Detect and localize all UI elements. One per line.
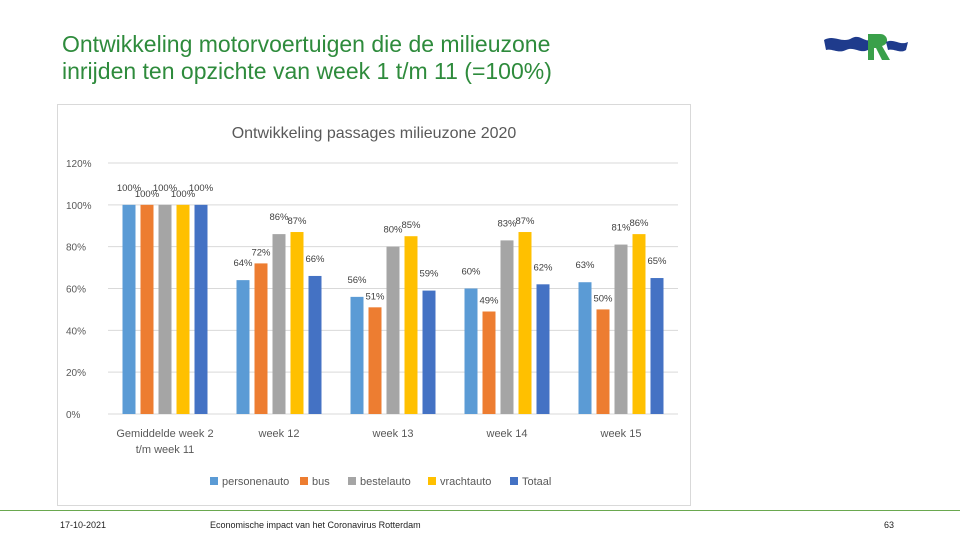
data-labels: 100%100%100%100%100%64%72%86%87%66%56%51…	[117, 183, 667, 307]
data-label: 87%	[515, 216, 535, 227]
bar-bestelauto	[158, 204, 172, 414]
data-label: 100%	[189, 183, 214, 194]
bar-personenauto	[122, 204, 136, 414]
data-label: 86%	[269, 212, 289, 223]
data-label: 72%	[251, 247, 271, 258]
data-label: 87%	[287, 216, 307, 227]
slide-title-line-1: Ontwikkeling motorvoertuigen die de mili…	[62, 31, 551, 57]
data-label: 81%	[611, 223, 631, 234]
legend-swatch	[428, 477, 436, 485]
y-tick-label: 20%	[66, 368, 86, 379]
bar-personenauto	[578, 282, 592, 414]
page-number: 63	[884, 520, 895, 530]
bar-bus	[596, 309, 610, 414]
x-tick-label: t/m week 11	[136, 444, 195, 456]
x-axis-ticks: Gemiddelde week 2 t/m week 11 week 12 week …	[116, 428, 641, 456]
bar-bus	[482, 311, 496, 414]
legend-label: Totaal	[522, 476, 551, 488]
bar-vrachtauto	[518, 232, 532, 414]
bar-totaal	[650, 278, 664, 414]
bar-vrachtauto	[290, 232, 304, 414]
data-label: 62%	[533, 262, 553, 273]
footer-date: 17-10-2021	[60, 520, 107, 530]
data-label: 65%	[647, 256, 667, 267]
logo-flag-wave	[824, 36, 870, 52]
data-label: 63%	[575, 260, 595, 271]
y-axis-ticks: 0% 20% 40% 60% 80% 100% 120%	[66, 159, 92, 421]
data-label: 80%	[383, 225, 403, 236]
y-tick-label: 0%	[66, 410, 81, 421]
bar-vrachtauto	[176, 204, 190, 414]
footer-caption: Economische impact van het Coronavirus R…	[210, 520, 421, 530]
chart-title: Ontwikkeling passages milieuzone 2020	[232, 125, 517, 142]
bar-chart: Ontwikkeling passages milieuzone 2020 0%…	[66, 125, 678, 488]
x-tick-label: week 12	[258, 428, 300, 440]
data-label: 85%	[401, 220, 421, 231]
data-label: 100%	[171, 189, 196, 200]
bar-bestelauto	[272, 234, 286, 414]
x-tick-label: week 13	[372, 428, 414, 440]
legend-swatch	[210, 477, 218, 485]
y-tick-label: 80%	[66, 243, 86, 254]
data-label: 100%	[153, 183, 178, 194]
bar-bus	[254, 263, 268, 414]
legend-swatch	[510, 477, 518, 485]
chart-frame: Ontwikkeling passages milieuzone 2020 0%…	[57, 104, 691, 506]
rotterdam-logo-icon	[824, 34, 908, 60]
legend-label: bus	[312, 476, 330, 488]
slide-title-line-2: inrijden ten opzichte van week 1 t/m 11 …	[62, 58, 552, 84]
bar-vrachtauto	[632, 234, 646, 414]
bar-personenauto	[350, 296, 364, 414]
bar-personenauto	[464, 288, 478, 414]
bar-bestelauto	[614, 244, 628, 414]
data-label: 86%	[629, 218, 649, 229]
slide-title: Ontwikkeling motorvoertuigen die de mili…	[62, 31, 742, 85]
x-tick-label: Gemiddelde week 2	[116, 428, 213, 440]
legend-swatch	[300, 477, 308, 485]
x-tick-label: week 14	[486, 428, 528, 440]
data-label: 51%	[365, 291, 385, 302]
y-tick-label: 100%	[66, 201, 92, 212]
data-label: 60%	[461, 267, 481, 278]
legend-label: personenauto	[222, 476, 289, 488]
data-label: 59%	[419, 269, 439, 280]
logo-tail-wave	[886, 40, 908, 52]
y-tick-label: 40%	[66, 326, 86, 337]
legend-label: vrachtauto	[440, 476, 491, 488]
logo-r-letter	[868, 34, 890, 60]
data-label: 83%	[497, 218, 517, 229]
y-tick-label: 60%	[66, 285, 86, 296]
data-label: 49%	[479, 296, 499, 307]
legend-swatch	[348, 477, 356, 485]
data-label: 64%	[233, 258, 253, 269]
bar-bestelauto	[500, 240, 514, 414]
bar-totaal	[536, 284, 550, 414]
bar-personenauto	[236, 280, 250, 414]
data-label: 100%	[117, 183, 142, 194]
legend: personenauto bus bestelauto vrachtauto Totaa…	[210, 476, 551, 488]
data-label: 100%	[135, 189, 160, 200]
legend-label: bestelauto	[360, 476, 411, 488]
bar-bus	[368, 307, 382, 414]
data-label: 56%	[347, 275, 367, 286]
bar-vrachtauto	[404, 236, 418, 414]
bar-totaal	[308, 275, 322, 414]
x-tick-label: week 15	[600, 428, 642, 440]
bar-bestelauto	[386, 246, 400, 414]
footer-divider	[0, 510, 960, 511]
bar-totaal	[422, 290, 436, 414]
bar-totaal	[194, 204, 208, 414]
y-tick-label: 120%	[66, 159, 92, 170]
data-label: 66%	[305, 254, 325, 265]
data-label: 50%	[593, 293, 613, 304]
bar-bus	[140, 204, 154, 414]
bars	[122, 204, 664, 414]
